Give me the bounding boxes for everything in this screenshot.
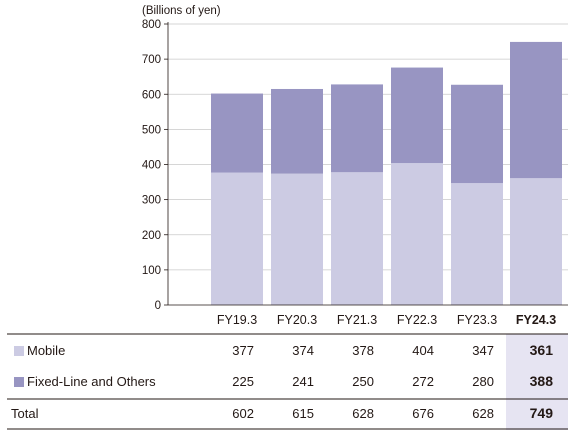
total-row-label: Total	[11, 406, 39, 421]
x-category-label: FY20.3	[277, 313, 317, 327]
legend-swatch	[14, 377, 24, 387]
bar-fixed-line-FY24-3	[510, 41, 562, 179]
y-tick-label: 300	[142, 195, 161, 207]
bar-fixed-line-FY23-3	[451, 84, 503, 184]
table-cell: 241	[292, 374, 314, 389]
y-tick-label: 0	[155, 300, 161, 312]
bar-mobile-FY21-3	[331, 172, 383, 305]
bar-mobile-FY19-3	[211, 172, 263, 305]
legend-swatch	[14, 346, 24, 356]
y-tick-label: 700	[142, 54, 161, 66]
bar-mobile-FY23-3	[451, 183, 503, 305]
bar-mobile-FY20-3	[271, 173, 323, 305]
y-tick-label: 800	[142, 19, 161, 31]
y-tick-label: 200	[142, 230, 161, 242]
bar-fixed-line-FY22-3	[391, 67, 443, 164]
table-cell: 377	[232, 343, 254, 358]
legend-label: Mobile	[27, 343, 65, 358]
highlight-column-background	[506, 334, 568, 430]
bar-mobile-FY22-3	[391, 163, 443, 305]
table-cell: 388	[530, 373, 554, 389]
bar-fixed-line-FY21-3	[331, 84, 383, 173]
legend-label: Fixed-Line and Others	[27, 374, 156, 389]
table-total-cell: 749	[530, 405, 554, 421]
table-cell: 361	[530, 342, 554, 358]
x-category-label: FY23.3	[457, 313, 497, 327]
table-total-cell: 628	[472, 406, 494, 421]
table-cell: 347	[472, 343, 494, 358]
table-total-cell: 602	[232, 406, 254, 421]
table-cell: 250	[352, 374, 374, 389]
y-axis-unit-label: (Billions of yen)	[142, 5, 221, 17]
table-total-cell: 676	[412, 406, 434, 421]
bar-mobile-FY24-3	[510, 178, 562, 305]
y-tick-label: 600	[142, 89, 161, 101]
y-tick-label: 500	[142, 124, 161, 136]
x-category-label: FY22.3	[397, 313, 437, 327]
table-total-cell: 615	[292, 406, 314, 421]
x-category-label: FY24.3	[516, 313, 556, 327]
table-cell: 404	[412, 343, 434, 358]
table-total-cell: 628	[352, 406, 374, 421]
table-cell: 225	[232, 374, 254, 389]
x-category-label: FY19.3	[217, 313, 257, 327]
y-tick-label: 100	[142, 265, 161, 277]
y-tick-label: 400	[142, 160, 161, 172]
table-cell: 272	[412, 374, 434, 389]
bar-fixed-line-FY19-3	[211, 93, 263, 173]
table-cell: 280	[472, 374, 494, 389]
table-cell: 378	[352, 343, 374, 358]
bar-fixed-line-FY20-3	[271, 88, 323, 174]
table-cell: 374	[292, 343, 314, 358]
x-category-label: FY21.3	[337, 313, 377, 327]
